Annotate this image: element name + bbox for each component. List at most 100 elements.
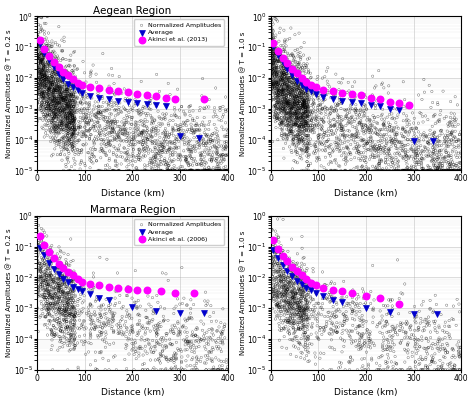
Normalized Amplitudes bbox=[300, 137, 307, 143]
Normalized Amplitudes bbox=[279, 70, 287, 76]
Average bbox=[200, 310, 208, 316]
Normalized Amplitudes bbox=[286, 83, 293, 89]
Normalized Amplitudes bbox=[301, 306, 308, 312]
Normalized Amplitudes bbox=[109, 127, 117, 133]
Normalized Amplitudes bbox=[166, 336, 173, 343]
Normalized Amplitudes bbox=[39, 75, 46, 82]
Normalized Amplitudes bbox=[111, 157, 119, 164]
Normalized Amplitudes bbox=[196, 133, 204, 140]
Normalized Amplitudes bbox=[269, 248, 277, 255]
Normalized Amplitudes bbox=[283, 85, 291, 91]
Normalized Amplitudes bbox=[37, 261, 45, 267]
Normalized Amplitudes bbox=[267, 78, 275, 84]
Normalized Amplitudes bbox=[181, 135, 189, 141]
Normalized Amplitudes bbox=[292, 115, 300, 121]
Normalized Amplitudes bbox=[124, 131, 132, 137]
Normalized Amplitudes bbox=[53, 105, 61, 111]
Normalized Amplitudes bbox=[96, 318, 103, 325]
Akinci et al. (2013) bbox=[298, 75, 305, 81]
Normalized Amplitudes bbox=[414, 167, 421, 174]
Normalized Amplitudes bbox=[63, 291, 71, 298]
Normalized Amplitudes bbox=[283, 67, 291, 74]
Normalized Amplitudes bbox=[155, 161, 163, 167]
Normalized Amplitudes bbox=[324, 309, 332, 316]
Normalized Amplitudes bbox=[193, 358, 201, 364]
Normalized Amplitudes bbox=[280, 70, 287, 76]
Normalized Amplitudes bbox=[279, 100, 286, 107]
Normalized Amplitudes bbox=[286, 86, 293, 92]
Normalized Amplitudes bbox=[350, 145, 357, 152]
Normalized Amplitudes bbox=[53, 102, 60, 109]
Normalized Amplitudes bbox=[115, 104, 123, 111]
Normalized Amplitudes bbox=[82, 128, 89, 134]
Normalized Amplitudes bbox=[450, 161, 458, 168]
Normalized Amplitudes bbox=[276, 122, 284, 128]
Normalized Amplitudes bbox=[379, 147, 386, 153]
Normalized Amplitudes bbox=[323, 321, 330, 327]
Normalized Amplitudes bbox=[285, 91, 293, 97]
Normalized Amplitudes bbox=[207, 145, 214, 151]
Normalized Amplitudes bbox=[36, 293, 44, 299]
Normalized Amplitudes bbox=[74, 364, 82, 370]
Normalized Amplitudes bbox=[180, 167, 188, 174]
Normalized Amplitudes bbox=[322, 323, 330, 330]
Normalized Amplitudes bbox=[298, 293, 305, 299]
Normalized Amplitudes bbox=[409, 167, 417, 174]
Normalized Amplitudes bbox=[87, 69, 94, 76]
Normalized Amplitudes bbox=[59, 90, 66, 96]
Normalized Amplitudes bbox=[71, 336, 78, 343]
Average bbox=[288, 72, 296, 79]
Normalized Amplitudes bbox=[295, 307, 303, 314]
Normalized Amplitudes bbox=[62, 313, 70, 319]
Normalized Amplitudes bbox=[223, 366, 230, 373]
Normalized Amplitudes bbox=[299, 105, 307, 111]
Normalized Amplitudes bbox=[162, 104, 170, 110]
Normalized Amplitudes bbox=[391, 116, 398, 122]
Normalized Amplitudes bbox=[68, 128, 76, 135]
Normalized Amplitudes bbox=[187, 148, 194, 155]
Normalized Amplitudes bbox=[360, 108, 367, 115]
Normalized Amplitudes bbox=[52, 139, 60, 145]
Normalized Amplitudes bbox=[278, 260, 286, 267]
Normalized Amplitudes bbox=[76, 114, 84, 120]
Normalized Amplitudes bbox=[278, 54, 285, 60]
Normalized Amplitudes bbox=[355, 294, 363, 300]
Normalized Amplitudes bbox=[276, 301, 283, 307]
Normalized Amplitudes bbox=[279, 91, 287, 97]
Normalized Amplitudes bbox=[306, 111, 313, 118]
Normalized Amplitudes bbox=[40, 305, 47, 312]
Normalized Amplitudes bbox=[448, 163, 456, 169]
Normalized Amplitudes bbox=[50, 102, 58, 109]
Normalized Amplitudes bbox=[222, 133, 229, 139]
Normalized Amplitudes bbox=[362, 147, 370, 154]
Normalized Amplitudes bbox=[296, 303, 303, 310]
Normalized Amplitudes bbox=[285, 103, 292, 110]
Normalized Amplitudes bbox=[360, 150, 367, 156]
Normalized Amplitudes bbox=[419, 318, 427, 324]
Normalized Amplitudes bbox=[43, 117, 50, 124]
Normalized Amplitudes bbox=[283, 84, 290, 90]
Normalized Amplitudes bbox=[155, 150, 163, 156]
Normalized Amplitudes bbox=[447, 163, 454, 170]
Normalized Amplitudes bbox=[297, 110, 304, 116]
Normalized Amplitudes bbox=[272, 125, 280, 131]
Normalized Amplitudes bbox=[278, 77, 285, 84]
Normalized Amplitudes bbox=[304, 333, 312, 339]
Normalized Amplitudes bbox=[69, 93, 76, 100]
Normalized Amplitudes bbox=[456, 344, 464, 350]
Normalized Amplitudes bbox=[301, 118, 309, 125]
Normalized Amplitudes bbox=[277, 114, 285, 120]
Normalized Amplitudes bbox=[449, 116, 457, 123]
Normalized Amplitudes bbox=[129, 144, 137, 150]
Normalized Amplitudes bbox=[71, 276, 79, 283]
Normalized Amplitudes bbox=[411, 159, 419, 166]
Normalized Amplitudes bbox=[48, 258, 56, 264]
Normalized Amplitudes bbox=[300, 112, 307, 118]
Normalized Amplitudes bbox=[187, 167, 195, 174]
Normalized Amplitudes bbox=[296, 287, 303, 293]
Normalized Amplitudes bbox=[276, 100, 283, 106]
Normalized Amplitudes bbox=[144, 320, 151, 326]
Normalized Amplitudes bbox=[319, 147, 326, 153]
Normalized Amplitudes bbox=[284, 117, 292, 124]
Normalized Amplitudes bbox=[75, 151, 82, 158]
